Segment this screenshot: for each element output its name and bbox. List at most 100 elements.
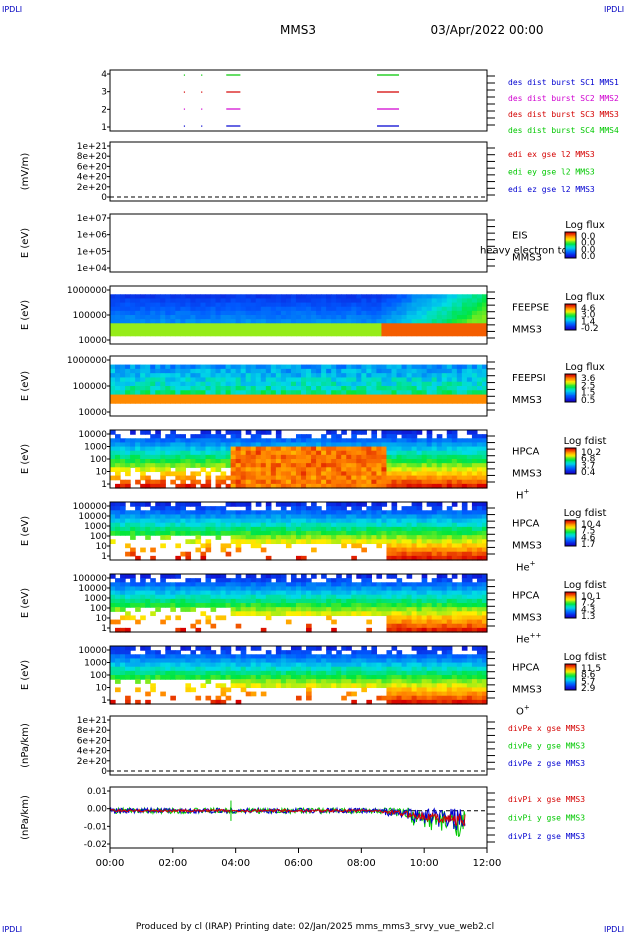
spectrogram-cell (195, 510, 202, 516)
spectrogram-cell (401, 323, 408, 329)
spectrogram-cell (391, 514, 398, 520)
spectrogram-cell (356, 446, 362, 452)
spectrogram-cell (110, 666, 116, 672)
spectrogram-cell (145, 364, 151, 370)
spectrogram-cell (441, 662, 448, 668)
spectrogram-cell (205, 510, 212, 516)
spectrogram-cell (426, 627, 433, 633)
spectrogram-cell (406, 662, 413, 668)
spectrogram-cell (426, 298, 433, 304)
spectrogram-cell (175, 670, 181, 676)
spectrogram-cell (230, 467, 237, 473)
spectrogram-cell (456, 454, 463, 460)
spectrogram-cell (185, 394, 192, 400)
spectrogram-cell (356, 590, 362, 596)
spectrogram-cell (165, 658, 171, 664)
spectrogram-cell (301, 442, 307, 448)
spectrogram-cell (250, 463, 257, 468)
spectrogram-cell (351, 446, 357, 452)
spectrogram-cell (316, 679, 322, 684)
spectrogram-cell (240, 467, 247, 473)
spectrogram-cell (406, 526, 413, 532)
spectrogram-cell (180, 319, 186, 324)
spectrogram-cell (215, 531, 222, 536)
spectrogram-cell (140, 430, 146, 435)
spectrogram-cell (120, 607, 126, 612)
spectrogram-cell (115, 675, 121, 680)
spectrogram-cell (205, 670, 212, 676)
spectrogram-cell (240, 327, 247, 333)
spectrogram-cell (225, 662, 232, 668)
spectrogram-cell (411, 514, 418, 520)
spectrogram-cell (145, 514, 151, 520)
spectrogram-cell (255, 582, 262, 588)
spectrogram-cell (145, 373, 151, 379)
spectrogram-cell (421, 590, 428, 596)
spectrogram-cell (391, 547, 398, 553)
spectrogram-cell (155, 666, 161, 672)
spectrogram-cell (476, 590, 483, 596)
spectrogram-cell (311, 323, 317, 329)
spectrogram-cell (140, 666, 146, 672)
spectrogram-cell (446, 479, 453, 485)
spectrogram-cell (356, 323, 362, 329)
spectrogram-cell (220, 319, 227, 324)
spectrogram-cell (456, 446, 463, 452)
spectrogram-cell (280, 603, 287, 608)
spectrogram-cell (285, 531, 292, 536)
spectrogram-cell (290, 442, 297, 448)
species-label: H+ (516, 487, 530, 501)
spectrogram-cell (361, 611, 367, 617)
spectrogram-cell (311, 574, 317, 579)
spectrogram-cell (461, 463, 468, 468)
spectrogram-cell (456, 531, 463, 536)
spectrogram-cell (150, 364, 156, 370)
spectrogram-cell (170, 306, 176, 312)
spectrogram-cell (461, 598, 468, 604)
spectrogram-cell (381, 302, 388, 308)
spectrogram-cell (456, 327, 463, 333)
spectrogram-cell (230, 368, 237, 374)
spectrogram-cell (371, 646, 378, 651)
spectrogram-cell (451, 654, 458, 660)
spectrogram-cell (185, 578, 192, 583)
spectrogram-cell (381, 666, 388, 672)
spectrogram-cell (240, 683, 247, 689)
spectrogram-cell (255, 364, 262, 370)
spectrogram-cell (215, 306, 222, 312)
spectrogram-cell (461, 654, 468, 660)
spectrogram-cell (461, 514, 468, 520)
spectrogram-feepsi (110, 364, 488, 404)
spectrogram-cell (140, 368, 146, 374)
spectrogram-cell (275, 454, 282, 460)
spectrogram-cell (285, 607, 292, 612)
spectrogram-cell (346, 654, 352, 660)
spectrogram-cell (446, 590, 453, 596)
spectrogram-cell (170, 302, 176, 308)
spectrogram-cell (275, 646, 282, 651)
spectrogram-cell (265, 310, 272, 316)
spectrogram-cell (215, 658, 222, 664)
spectrogram-cell (311, 510, 317, 516)
spectrogram-cell (225, 323, 232, 329)
spectrogram-cell (165, 463, 171, 468)
spectrogram-cell (220, 434, 227, 439)
spectrogram-cell (381, 438, 388, 444)
spectrogram-cell (436, 386, 443, 391)
spectrogram-cell (311, 306, 317, 312)
colorbar-segment (565, 315, 576, 318)
spectrogram-cell (135, 679, 141, 684)
spectrogram-cell (436, 298, 443, 304)
colorbar-segment (565, 471, 576, 474)
spectrogram-cell (210, 598, 217, 604)
spectrogram-cell (326, 394, 332, 400)
spectrogram-cell (280, 463, 287, 468)
spectrogram-cell (326, 446, 332, 452)
spectrogram-cell (260, 479, 267, 485)
spectrogram-cell (230, 502, 237, 507)
spectrogram-cell (110, 658, 116, 664)
spectrogram-cell (416, 502, 423, 507)
spectrogram-cell (306, 442, 312, 448)
spectrogram-cell (306, 675, 312, 680)
spectrogram-cell (416, 670, 423, 676)
